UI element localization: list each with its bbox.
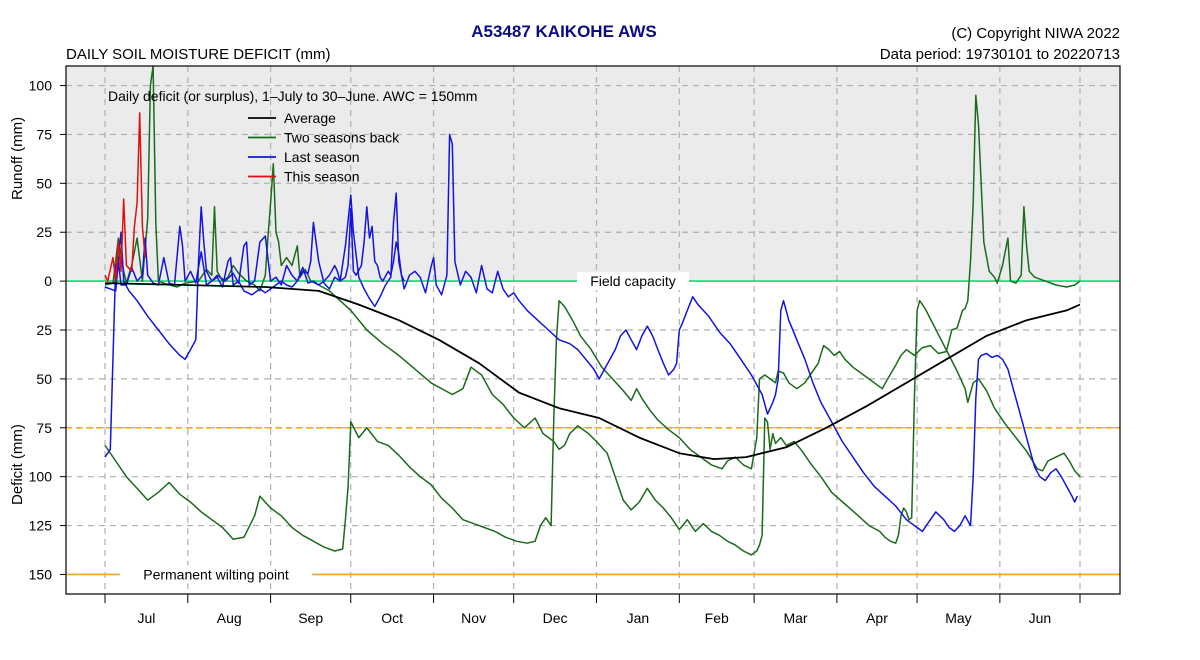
reference-label-background: [577, 272, 689, 291]
x-tick-label: Mar: [783, 610, 807, 626]
chart-annotation: Daily deficit (or surplus), 1–July to 30…: [108, 88, 477, 104]
y-axis-label-deficit: Deficit (mm): [9, 424, 26, 505]
x-tick-label: Jul: [137, 610, 155, 626]
reference-line-label: Permanent wilting point: [143, 566, 289, 582]
data-period: Data period: 19730101 to 20220713: [879, 46, 1120, 63]
legend-label: Last season: [284, 149, 360, 165]
x-tick-label: Sep: [298, 610, 323, 626]
y-tick-label: 75: [36, 420, 52, 436]
y-tick-label: 125: [29, 518, 53, 534]
y-tick-label: 0: [44, 273, 52, 289]
series-line: [104, 66, 1081, 556]
x-tick-label: Aug: [217, 610, 242, 626]
reference-label-background: [120, 565, 312, 584]
reference-line-label: Field capacity: [590, 273, 676, 289]
x-tick-label: May: [945, 610, 971, 626]
legend-label: Average: [284, 110, 336, 126]
series-line: [104, 282, 1081, 461]
y-tick-label: 100: [29, 78, 53, 94]
x-tick-label: Nov: [461, 610, 486, 626]
chart-subtitle: DAILY SOIL MOISTURE DEFICIT (mm): [66, 46, 331, 63]
y-tick-label: 50: [36, 175, 52, 191]
x-tick-label: Feb: [705, 610, 729, 626]
x-tick-label: Jun: [1029, 610, 1052, 626]
x-tick-label: Dec: [543, 610, 568, 626]
series-line: [104, 112, 146, 282]
y-tick-label: 25: [36, 224, 52, 240]
series-line: [104, 206, 405, 458]
x-tick-label: Jan: [627, 610, 650, 626]
legend-label: This season: [284, 169, 359, 185]
copyright-notice: (C) Copyright NIWA 2022: [951, 25, 1120, 42]
legend-label: Two seasons back: [284, 130, 400, 146]
x-tick-label: Apr: [866, 610, 888, 626]
y-tick-label: 150: [29, 566, 53, 582]
y-tick-label: 25: [36, 322, 52, 338]
x-tick-label: Oct: [381, 610, 403, 626]
chart-title: A53487 KAIKOHE AWS: [471, 22, 657, 41]
series-line: [104, 133, 1078, 533]
y-tick-label: 75: [36, 126, 52, 142]
y-axis-label-runoff: Runoff (mm): [9, 117, 26, 200]
runoff-zone-shading: [66, 66, 1120, 282]
y-tick-label: 100: [29, 469, 53, 485]
y-tick-label: 50: [36, 371, 52, 387]
series-line: [104, 94, 1081, 552]
